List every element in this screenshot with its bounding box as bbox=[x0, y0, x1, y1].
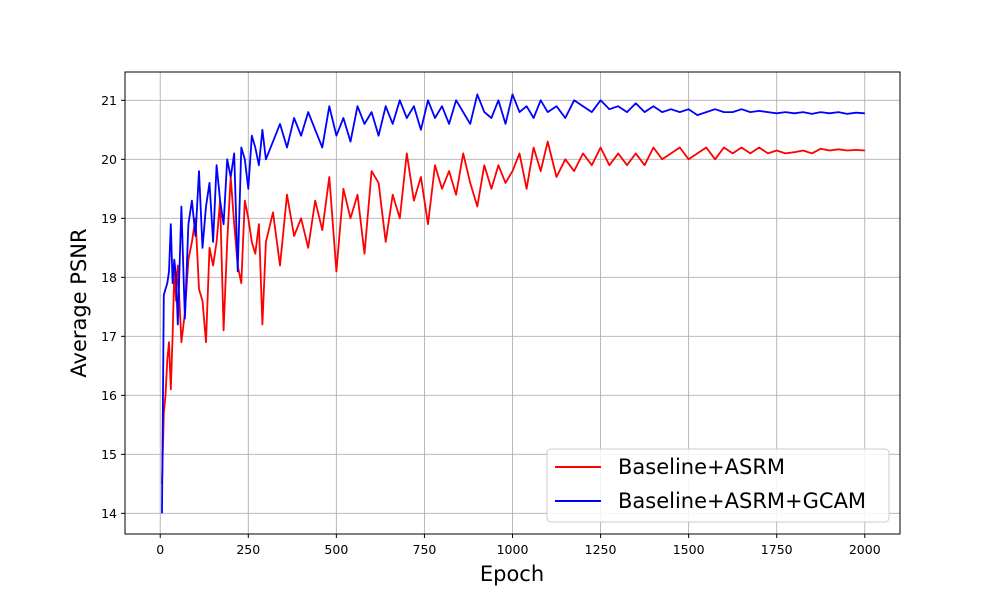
x-tick-label: 2000 bbox=[849, 542, 881, 557]
y-tick-label: 21 bbox=[101, 93, 117, 108]
legend-label-baseline-asrm-gcam: Baseline+ASRM+GCAM bbox=[618, 489, 866, 513]
y-tick-label: 14 bbox=[101, 506, 117, 521]
x-tick-label: 0 bbox=[156, 542, 164, 557]
x-tick-label: 1500 bbox=[673, 542, 705, 557]
legend-label-baseline-asrm: Baseline+ASRM bbox=[618, 455, 785, 479]
axis-ticks: 0 250 500 750 1000 1250 1500 1750 2000 14 15 16 17 18… bbox=[101, 93, 881, 557]
y-tick-label: 15 bbox=[101, 447, 117, 462]
x-tick-label: 1250 bbox=[585, 542, 617, 557]
y-axis-label: Average PSNR bbox=[67, 228, 91, 377]
x-axis-label: Epoch bbox=[480, 562, 544, 586]
series-line-1 bbox=[161, 93, 865, 514]
x-tick-label: 250 bbox=[236, 542, 260, 557]
y-tick-label: 19 bbox=[101, 211, 117, 226]
series-line-0 bbox=[161, 140, 865, 484]
y-tick-label: 16 bbox=[101, 388, 117, 403]
x-tick-label: 750 bbox=[413, 542, 437, 557]
x-tick-label: 1750 bbox=[761, 542, 793, 557]
x-tick-label: 1000 bbox=[497, 542, 529, 557]
y-tick-label: 17 bbox=[101, 329, 117, 344]
y-tick-label: 18 bbox=[101, 270, 117, 285]
x-tick-label: 500 bbox=[324, 542, 348, 557]
legend-box bbox=[546, 448, 890, 523]
y-tick-label: 20 bbox=[101, 152, 117, 167]
legend: Baseline+ASRM Baseline+ASRM+GCAM bbox=[546, 448, 890, 523]
series-lines bbox=[161, 93, 865, 514]
